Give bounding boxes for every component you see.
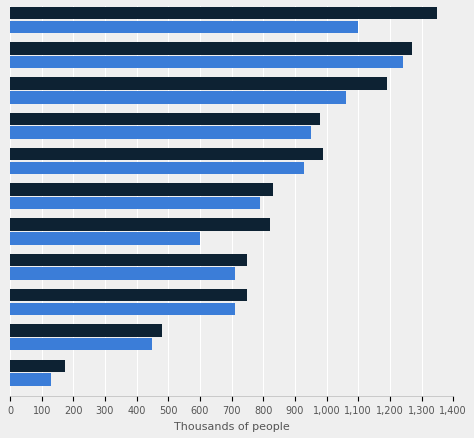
Bar: [10, 43, 412, 56]
Bar: [10, 148, 323, 161]
Bar: [10, 21, 358, 34]
Bar: [10, 290, 247, 302]
Bar: [10, 219, 270, 231]
Bar: [10, 162, 304, 175]
Bar: [10, 268, 235, 280]
Bar: [10, 113, 320, 126]
Bar: [10, 254, 247, 267]
Bar: [10, 374, 51, 386]
Bar: [10, 360, 65, 372]
Bar: [10, 78, 387, 91]
Bar: [10, 303, 235, 315]
Bar: [10, 198, 260, 210]
Bar: [10, 92, 346, 104]
Bar: [10, 127, 311, 139]
Bar: [10, 57, 402, 69]
Bar: [10, 233, 200, 245]
Bar: [10, 184, 273, 196]
X-axis label: Thousands of people: Thousands of people: [174, 421, 290, 431]
Bar: [10, 325, 162, 337]
Bar: [10, 8, 438, 20]
Bar: [10, 338, 153, 351]
